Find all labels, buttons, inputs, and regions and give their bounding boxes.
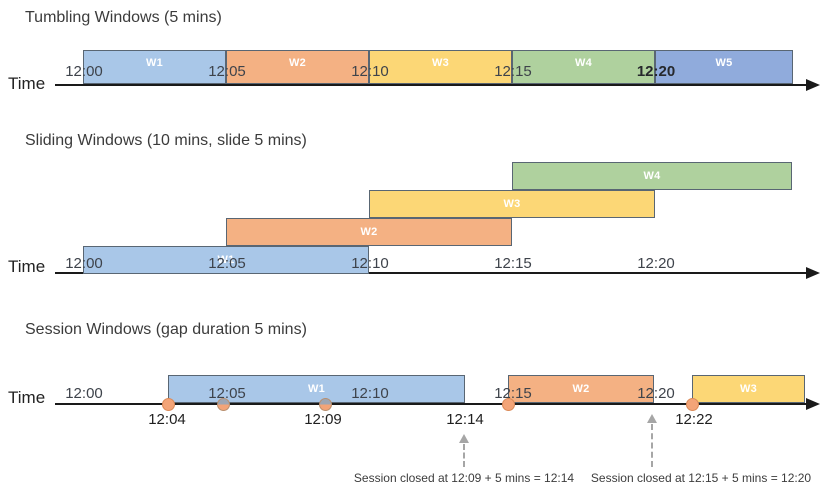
tumbling-window-w5: W5: [655, 50, 793, 84]
sliding-axis-arrow-icon: [806, 267, 820, 279]
tick-label: 12:00: [65, 385, 103, 402]
event-time-label: 12:14: [446, 411, 484, 428]
tick-label: 12:05: [208, 385, 246, 402]
event-dot: [686, 398, 699, 411]
window-label: W4: [643, 170, 661, 182]
session-section-title: Session Windows (gap duration 5 mins): [25, 321, 307, 338]
session-close-arrow-icon: [459, 434, 469, 443]
tick-label: 12:05: [208, 63, 246, 80]
tick-label: 12:10: [351, 385, 389, 402]
sliding-window-w4: W4: [512, 162, 792, 190]
sliding-window-w3: W3: [369, 190, 655, 218]
sliding-time-axis-label: Time: [8, 257, 46, 276]
tumbling-window-w4: W4: [512, 50, 655, 84]
session-close-arrow-icon: [647, 414, 657, 423]
tick-label: 12:15: [494, 255, 532, 272]
tumbling-section-title: Tumbling Windows (5 mins): [25, 9, 222, 26]
sliding-section-title: Sliding Windows (10 mins, slide 5 mins): [25, 132, 307, 149]
tumbling-axis-arrow-icon: [806, 79, 820, 91]
session-window-w3: W3: [692, 375, 805, 403]
tick-label: 12:00: [65, 255, 103, 272]
window-label: W5: [715, 57, 733, 69]
tick-label: 12:10: [351, 63, 389, 80]
session-window-w1: W1: [168, 375, 465, 403]
tick-label: 12:20: [636, 63, 676, 80]
session-window-w2: W2: [508, 375, 654, 403]
event-dot: [319, 398, 332, 411]
event-dot: [162, 398, 175, 411]
window-label: W3: [431, 57, 450, 69]
tumbling-window-w3: W3: [369, 50, 512, 84]
session-close-annotation: Session closed at 12:09 + 5 mins = 12:14: [353, 471, 575, 485]
event-time-label: 12:09: [304, 411, 342, 428]
tumbling-window-w1: W1: [83, 50, 226, 84]
window-label: W2: [288, 57, 307, 69]
event-dot: [502, 398, 515, 411]
event-dot: [217, 398, 230, 411]
window-label: W2: [360, 226, 378, 238]
tick-label: 12:15: [494, 63, 532, 80]
tick-label: 12:00: [65, 63, 103, 80]
event-time-label: 12:04: [148, 411, 186, 428]
tick-label: 12:20: [637, 385, 675, 402]
tumbling-time-axis: [55, 84, 807, 86]
tick-label: 12:10: [351, 255, 389, 272]
sliding-window-w2: W2: [226, 218, 512, 246]
tick-label: 12:05: [208, 255, 246, 272]
window-label: W1: [217, 254, 235, 266]
session-close-annotation: Session closed at 12:15 + 5 mins = 12:20: [590, 471, 812, 485]
session-time-axis: [55, 403, 807, 405]
sliding-time-axis: [55, 272, 807, 274]
tumbling-time-axis-label: Time: [8, 74, 46, 93]
session-close-arrow-line: [463, 444, 465, 467]
event-time-label: 12:22: [675, 411, 713, 428]
window-label: W1: [307, 383, 326, 395]
session-close-arrow-line: [651, 424, 653, 467]
window-label: W1: [145, 57, 164, 69]
window-label: W4: [574, 57, 593, 69]
sliding-window-w1: W1: [83, 246, 369, 274]
session-axis-arrow-icon: [806, 398, 820, 410]
tumbling-window-w2: W2: [226, 50, 369, 84]
tick-label: 12:15: [494, 385, 532, 402]
window-label: W3: [503, 198, 521, 210]
tick-label: 12:20: [637, 255, 675, 272]
session-time-axis-label: Time: [8, 388, 46, 407]
window-label: W2: [572, 383, 590, 395]
window-label: W3: [739, 383, 758, 395]
